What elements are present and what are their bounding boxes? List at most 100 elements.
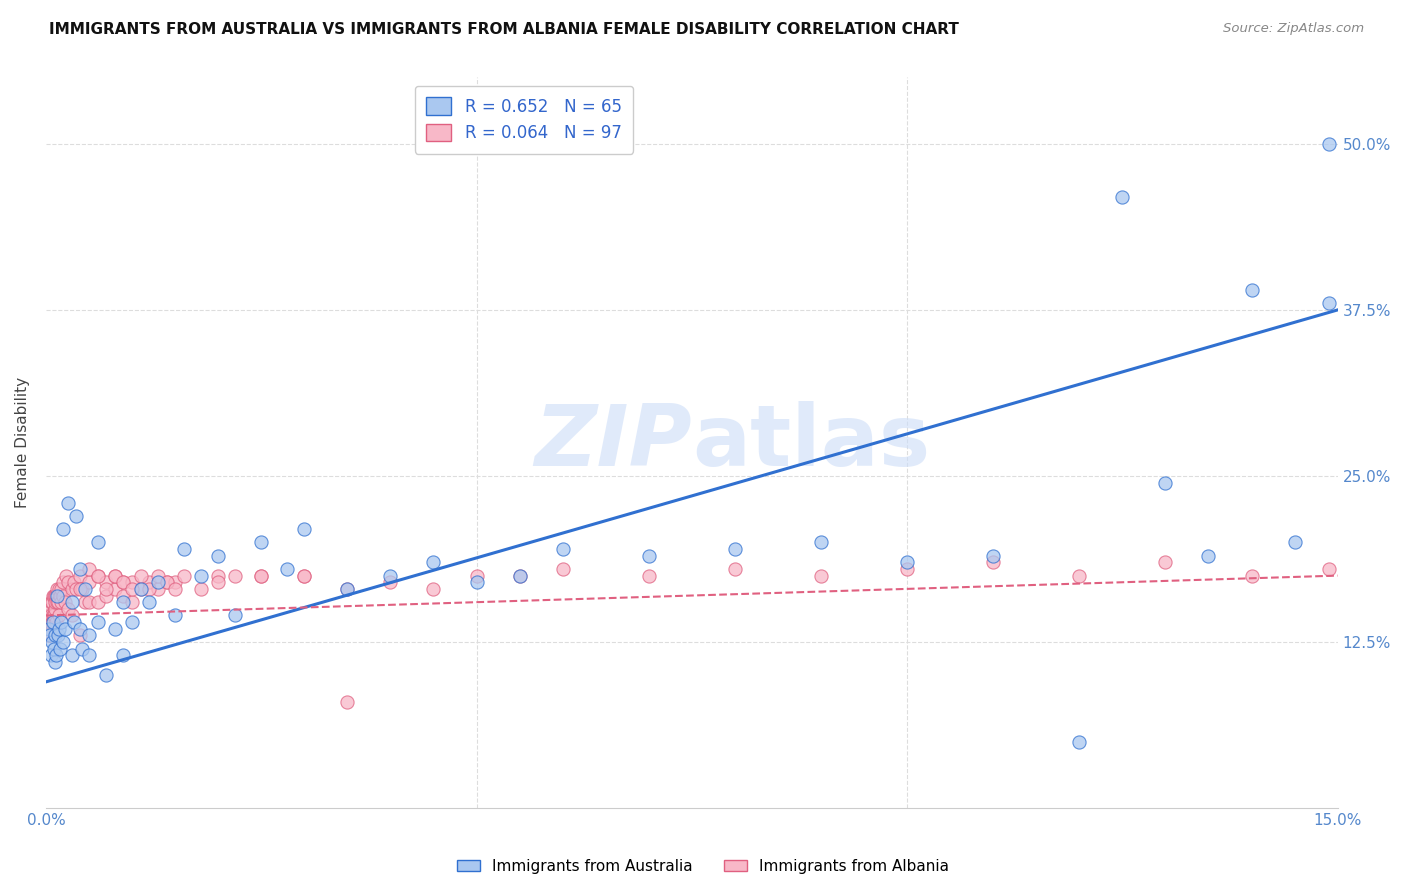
Point	[77, 595, 100, 609]
Point	[60, 648, 83, 663]
Point	[69, 568, 91, 582]
Point	[292, 522, 315, 536]
Point	[336, 582, 359, 596]
Point	[96, 582, 118, 596]
Point	[77, 575, 100, 590]
Point	[138, 595, 160, 609]
Point	[42, 608, 65, 623]
Point	[1154, 475, 1177, 490]
Point	[173, 542, 195, 557]
Point	[1069, 734, 1091, 748]
Point	[38, 622, 60, 636]
Point	[250, 568, 273, 582]
Text: Source: ZipAtlas.com: Source: ZipAtlas.com	[1223, 22, 1364, 36]
Point	[77, 562, 100, 576]
Point	[1317, 296, 1340, 310]
Point	[69, 562, 91, 576]
Point	[465, 575, 488, 590]
Point	[104, 568, 127, 582]
Point	[138, 575, 160, 590]
Point	[46, 589, 69, 603]
Point	[70, 641, 93, 656]
Point	[69, 622, 91, 636]
Point	[896, 562, 918, 576]
Point	[190, 568, 212, 582]
Point	[96, 575, 118, 590]
Point	[42, 608, 65, 623]
Point	[112, 575, 135, 590]
Point	[60, 582, 83, 596]
Point	[48, 608, 70, 623]
Point	[250, 535, 273, 549]
Point	[52, 589, 75, 603]
Point	[44, 622, 66, 636]
Point	[52, 522, 75, 536]
Point	[146, 568, 169, 582]
Point	[86, 615, 108, 629]
Point	[129, 582, 152, 596]
Point	[62, 575, 84, 590]
Point	[86, 535, 108, 549]
Point	[60, 608, 83, 623]
Point	[38, 615, 60, 629]
Point	[73, 582, 96, 596]
Point	[44, 655, 66, 669]
Point	[224, 608, 246, 623]
Point	[292, 568, 315, 582]
Point	[51, 582, 73, 596]
Point	[48, 641, 70, 656]
Point	[509, 568, 531, 582]
Point	[1240, 568, 1263, 582]
Point	[44, 602, 66, 616]
Point	[56, 602, 79, 616]
Point	[207, 575, 229, 590]
Point	[155, 575, 177, 590]
Point	[112, 575, 135, 590]
Point	[121, 575, 143, 590]
Point	[121, 582, 143, 596]
Point	[190, 582, 212, 596]
Point	[86, 568, 108, 582]
Point	[509, 568, 531, 582]
Point	[60, 595, 83, 609]
Point	[551, 562, 574, 576]
Point	[39, 648, 62, 663]
Point	[39, 602, 62, 616]
Point	[276, 562, 298, 576]
Point	[44, 589, 66, 603]
Point	[224, 568, 246, 582]
Point	[165, 575, 187, 590]
Point	[724, 562, 747, 576]
Point	[49, 595, 72, 609]
Point	[637, 568, 659, 582]
Point	[380, 575, 402, 590]
Point	[1111, 190, 1133, 204]
Point	[55, 568, 77, 582]
Point	[422, 555, 444, 569]
Text: ZIP: ZIP	[534, 401, 692, 484]
Point	[637, 549, 659, 563]
Point	[51, 615, 73, 629]
Point	[1069, 568, 1091, 582]
Point	[77, 648, 100, 663]
Point	[70, 582, 93, 596]
Point	[165, 582, 187, 596]
Point	[37, 622, 59, 636]
Point	[1240, 283, 1263, 297]
Point	[465, 568, 488, 582]
Point	[44, 628, 66, 642]
Point	[146, 575, 169, 590]
Point	[810, 568, 832, 582]
Point	[165, 608, 187, 623]
Point	[121, 615, 143, 629]
Point	[53, 622, 76, 636]
Text: atlas: atlas	[692, 401, 929, 484]
Point	[129, 582, 152, 596]
Legend: R = 0.652   N = 65, R = 0.064   N = 97: R = 0.652 N = 65, R = 0.064 N = 97	[415, 86, 633, 153]
Y-axis label: Female Disability: Female Disability	[15, 377, 30, 508]
Point	[104, 568, 127, 582]
Point	[62, 615, 84, 629]
Point	[52, 575, 75, 590]
Point	[45, 615, 67, 629]
Point	[104, 622, 127, 636]
